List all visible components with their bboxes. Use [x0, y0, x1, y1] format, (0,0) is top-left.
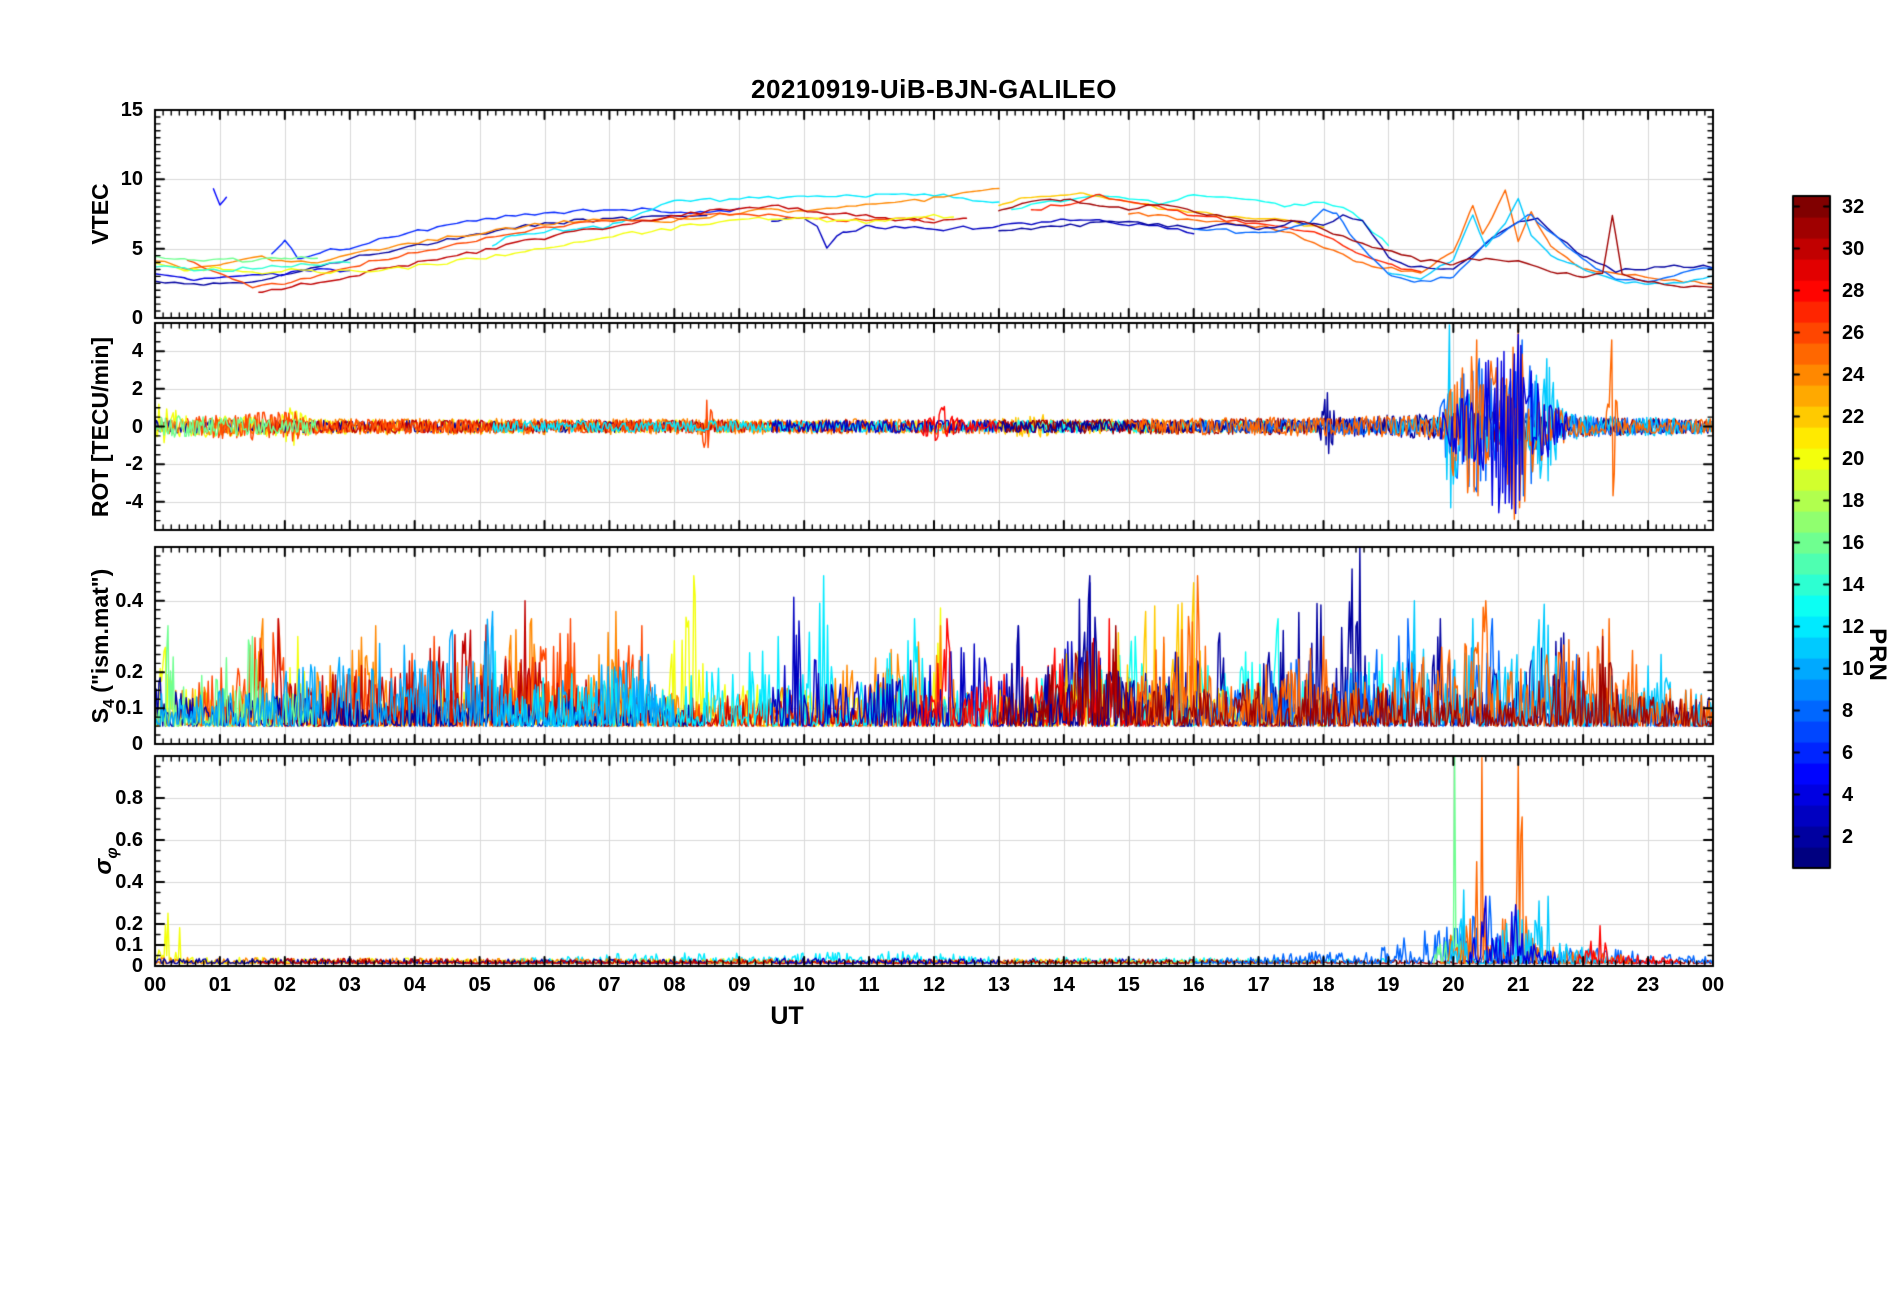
colorbar-tick-label: 18 — [1842, 489, 1865, 512]
x-tick-label: 03 — [338, 974, 361, 996]
x-tick-label: 18 — [1312, 974, 1335, 996]
x-axis-label: UT — [770, 1002, 804, 1030]
x-tick-label: 05 — [468, 974, 491, 996]
x-tick-label: 20 — [1442, 974, 1465, 996]
x-tick-label: 08 — [663, 974, 686, 996]
colorbar-tick-label: 26 — [1842, 321, 1865, 344]
x-tick-label: 23 — [1636, 974, 1660, 996]
y-tick-label: -4 — [125, 490, 143, 513]
y-tick-label: 0 — [131, 415, 143, 438]
x-tick-label: 13 — [987, 974, 1011, 996]
colorbar-tick-label: 14 — [1842, 573, 1865, 596]
colorbar-tick-label: 6 — [1842, 741, 1854, 764]
colorbar-tick-label: 2 — [1842, 825, 1854, 848]
y-tick-label: 0.1 — [115, 697, 143, 720]
colorbar-tick-label: 20 — [1842, 447, 1865, 470]
y-tick-label: -2 — [125, 453, 143, 476]
x-tick-label: 16 — [1182, 974, 1205, 996]
y-tick-label: 0 — [131, 733, 143, 755]
y-tick-label: 0.2 — [115, 913, 143, 935]
colorbar-tick-label: 10 — [1842, 657, 1865, 680]
colorbar-tick-label: 8 — [1842, 699, 1854, 722]
x-tick-label: 21 — [1507, 974, 1530, 996]
y-tick-label: 0 — [131, 307, 143, 329]
x-tick-label: 09 — [728, 974, 751, 996]
colorbar-tick-label: 16 — [1842, 531, 1865, 554]
colorbar-tick-label: 30 — [1842, 237, 1865, 260]
colorbar-tick-label: 28 — [1842, 279, 1865, 302]
x-tick-label: 04 — [403, 974, 426, 996]
x-tick-label: 22 — [1572, 974, 1595, 996]
x-tick-label: 00 — [143, 974, 167, 996]
x-tick-label: 17 — [1247, 974, 1270, 996]
y-tick-label: 0.6 — [115, 829, 143, 851]
y-tick-label: 0.4 — [115, 589, 143, 612]
y-tick-label: 5 — [131, 237, 143, 260]
x-tick-label: 01 — [208, 974, 232, 996]
x-tick-label: 00 — [1701, 974, 1725, 996]
x-tick-label: 06 — [533, 974, 556, 996]
y-tick-label: 2 — [131, 377, 143, 400]
y-tick-label: 0.2 — [115, 661, 143, 684]
x-tick-label: 19 — [1377, 974, 1400, 996]
y-tick-label: 4 — [131, 340, 143, 363]
y-tick-label: 0.1 — [115, 934, 143, 956]
colorbar-tick-label: 12 — [1842, 615, 1865, 638]
x-tick-label: 07 — [598, 974, 621, 996]
chart-title: 20210919-UiB-BJN-GALILEO — [751, 74, 1117, 104]
x-tick-label: 12 — [922, 974, 946, 996]
y-tick-label: 10 — [120, 168, 143, 191]
y-tick-label: 15 — [120, 99, 143, 121]
y-tick-label: 0.4 — [115, 871, 143, 893]
x-tick-label: 02 — [273, 974, 296, 996]
y-tick-label: 0.8 — [115, 787, 143, 809]
x-tick-label: 15 — [1117, 974, 1140, 996]
y-tick-label: 0 — [131, 955, 143, 977]
colorbar-tick-label: 32 — [1842, 195, 1865, 218]
x-tick-label: 14 — [1052, 974, 1075, 996]
colorbar-tick-label: 22 — [1842, 405, 1865, 428]
x-tick-label: 11 — [858, 974, 880, 996]
colorbar-tick-label: 24 — [1842, 363, 1865, 386]
x-tick-label: 10 — [793, 974, 816, 996]
colorbar-tick-label: 4 — [1842, 783, 1854, 806]
